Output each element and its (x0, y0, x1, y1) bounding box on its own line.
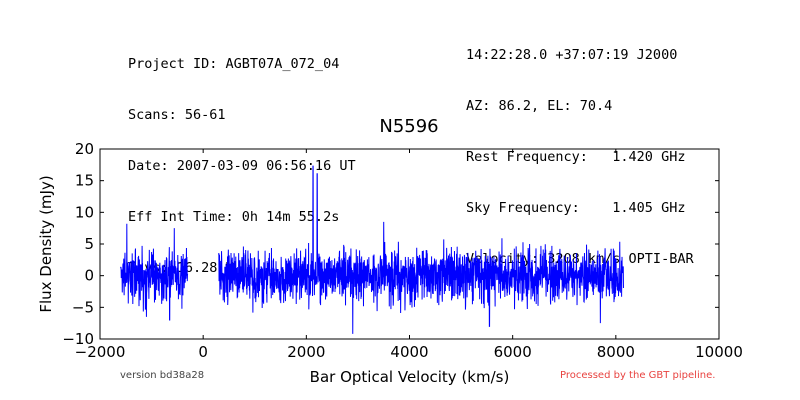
x-axis-ticks: −2000 0 2000 4000 6000 8000 10000 (75, 149, 743, 361)
plot-frame (99, 148, 720, 340)
pipeline-note: Processed by the GBT pipeline. (560, 370, 716, 381)
date-text: Date: 2007-03-09 06:56:16 UT (128, 158, 356, 174)
y-tick-label: 15 (75, 172, 94, 190)
y-tick-label: 20 (75, 140, 94, 158)
y-axis-ticks: −10 −5 0 5 10 15 20 (62, 140, 719, 348)
version-label: version bd38a28 (120, 370, 205, 381)
x-tick-label: 8000 (597, 343, 635, 361)
int-time-text: Eff Int Time: 0h 14m 55.2s (128, 209, 340, 225)
x-tick-label: 10000 (695, 343, 743, 361)
y-tick-label: −10 (62, 330, 94, 348)
x-tick-label: 6000 (494, 343, 532, 361)
scans-text: Scans: 56-61 (128, 107, 226, 123)
spectrum-series-segment (120, 223, 189, 321)
y-tick-label: 0 (84, 267, 94, 285)
coordinates-text: 14:22:28.0 +37:07:19 J2000 (466, 47, 678, 63)
x-tick-label: 2000 (287, 343, 325, 361)
y-axis-label: Flux Density (mJy) (37, 175, 55, 312)
sky-frequency-text: Sky Frequency: 1.405 GHz (466, 200, 686, 216)
spectrum-series-segment (218, 165, 624, 334)
chart-title: N5596 (379, 116, 439, 137)
y-tick-label: 5 (84, 235, 94, 253)
project-id-text: Project ID: AGBT07A_072_04 (128, 56, 340, 72)
observation-info-right: 14:22:28.0 +37:07:19 J2000 AZ: 86.2, EL:… (466, 13, 694, 302)
rest-frequency-text: Rest Frequency: 1.420 GHz (466, 149, 686, 165)
y-tick-label: −5 (72, 298, 94, 316)
x-tick-label: 4000 (390, 343, 428, 361)
observation-info-left: Project ID: AGBT07A_072_04 Scans: 56-61 … (128, 22, 356, 311)
y-tick-label: 10 (75, 203, 94, 221)
spectrum-traces (120, 165, 624, 334)
x-axis-label: Bar Optical Velocity (km/s) (310, 368, 510, 386)
x-tick-label: −2000 (75, 343, 126, 361)
x-tick-label: 0 (198, 343, 208, 361)
az-el-text: AZ: 86.2, EL: 70.4 (466, 98, 613, 114)
